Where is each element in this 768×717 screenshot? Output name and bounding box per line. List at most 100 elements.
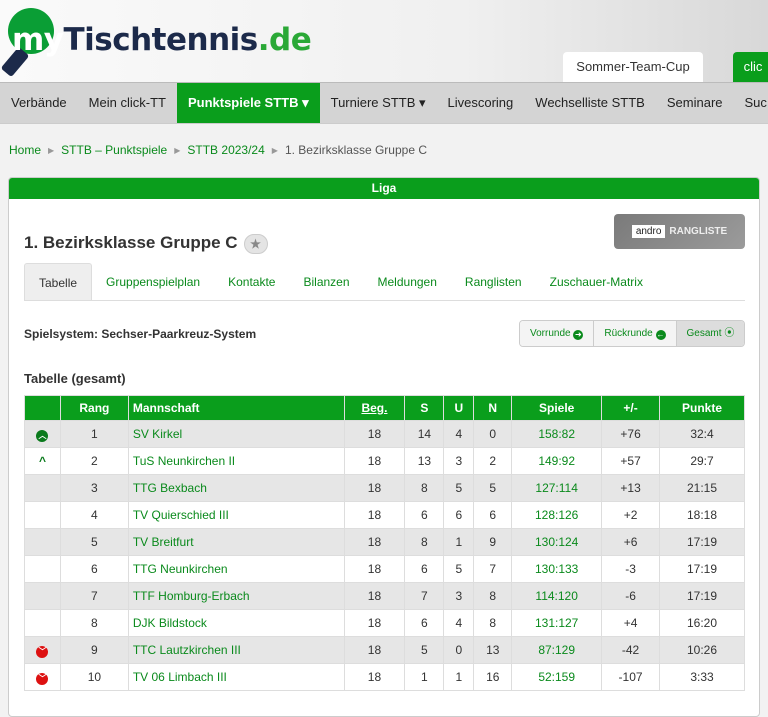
- cell-spiele[interactable]: 87:129: [512, 637, 602, 664]
- cell-beg: 18: [344, 637, 405, 664]
- logo-my: my: [12, 22, 64, 58]
- promotion-icon: ︿: [36, 430, 48, 442]
- logo-tischtennis: Tischtennis: [64, 22, 258, 58]
- status-cell: [25, 502, 61, 529]
- cell-n: 6: [474, 502, 512, 529]
- status-cell: ﹀: [25, 664, 61, 691]
- cell-spiele[interactable]: 130:133: [512, 556, 602, 583]
- nav-verbaende[interactable]: Verbände: [0, 83, 78, 123]
- status-cell: ︿: [25, 421, 61, 448]
- page-title: 1. Bezirksklasse Gruppe C★: [24, 233, 268, 254]
- cell-s: 8: [405, 529, 444, 556]
- cell-s: 1: [405, 664, 444, 691]
- cell-punkte: 18:18: [660, 502, 745, 529]
- table-title: Tabelle (gesamt): [24, 371, 126, 386]
- cell-u: 1: [444, 664, 474, 691]
- cell-rang: 8: [60, 610, 128, 637]
- status-cell: ﹀: [25, 637, 61, 664]
- tab-ranglisten[interactable]: Ranglisten: [451, 263, 536, 300]
- relegation-down-icon: ﹀: [36, 673, 48, 685]
- andro-brand: andro: [632, 225, 666, 238]
- nav-turniere[interactable]: Turniere STTB ▾: [320, 83, 437, 123]
- cell-beg: 18: [344, 475, 405, 502]
- nav-livescoring[interactable]: Livescoring: [437, 83, 525, 123]
- cell-spiele[interactable]: 114:120: [512, 583, 602, 610]
- cell-spiele[interactable]: 149:92: [512, 448, 602, 475]
- spielsystem: Spielsystem: Sechser-Paarkreuz-System: [24, 327, 256, 341]
- cell-s: 14: [405, 421, 444, 448]
- cell-rang: 1: [60, 421, 128, 448]
- nav-mein-click-tt[interactable]: Mein click-TT: [78, 83, 177, 123]
- relegation-down-icon: ﹀: [36, 646, 48, 658]
- cell-team[interactable]: TTG Neunkirchen: [128, 556, 344, 583]
- tab-kontakte[interactable]: Kontakte: [214, 263, 289, 300]
- vorrunde-button[interactable]: Vorrunde ➜: [520, 321, 594, 346]
- cell-n: 0: [474, 421, 512, 448]
- tab-bilanzen[interactable]: Bilanzen: [289, 263, 363, 300]
- cell-beg: 18: [344, 529, 405, 556]
- col-unentschieden: U: [444, 396, 474, 421]
- cell-punkte: 21:15: [660, 475, 745, 502]
- cell-diff: +6: [602, 529, 660, 556]
- chevron-up-icon: ^: [39, 454, 46, 468]
- cell-beg: 18: [344, 583, 405, 610]
- nav-suche[interactable]: Suc: [734, 83, 768, 123]
- cell-team[interactable]: TTC Lautzkirchen III: [128, 637, 344, 664]
- tab-click-tt[interactable]: clic: [733, 52, 768, 82]
- site-logo[interactable]: myTischtennis.de: [8, 8, 307, 72]
- cell-s: 13: [405, 448, 444, 475]
- cell-spiele[interactable]: 52:159: [512, 664, 602, 691]
- nav-seminare[interactable]: Seminare: [656, 83, 734, 123]
- tab-zuschauer-matrix[interactable]: Zuschauer-Matrix: [536, 263, 657, 300]
- crumb-punktspiele[interactable]: STTB – Punktspiele: [61, 143, 167, 157]
- cell-punkte: 17:19: [660, 529, 745, 556]
- tab-sommer-team-cup[interactable]: Sommer-Team-Cup: [563, 52, 703, 82]
- cell-team[interactable]: TTG Bexbach: [128, 475, 344, 502]
- round-selector: Vorrunde ➜ Rückrunde ← Gesamt ⦿: [519, 320, 745, 347]
- cell-n: 5: [474, 475, 512, 502]
- nav-wechselliste[interactable]: Wechselliste STTB: [524, 83, 656, 123]
- league-tabs: Tabelle Gruppenspielplan Kontakte Bilanz…: [24, 263, 745, 301]
- cell-spiele[interactable]: 131:127: [512, 610, 602, 637]
- cell-team[interactable]: TV Quierschied III: [128, 502, 344, 529]
- crumb-current: 1. Bezirksklasse Gruppe C: [285, 143, 427, 157]
- cell-diff: -3: [602, 556, 660, 583]
- nav-punktspiele[interactable]: Punktspiele STTB ▾: [177, 83, 320, 123]
- tab-meldungen[interactable]: Meldungen: [364, 263, 451, 300]
- gesamt-button[interactable]: Gesamt ⦿: [677, 321, 745, 346]
- cell-spiele[interactable]: 130:124: [512, 529, 602, 556]
- breadcrumb: Home▶STTB – Punktspiele▶STTB 2023/24▶1. …: [9, 143, 427, 157]
- arrow-right-icon: ➜: [573, 330, 583, 340]
- cell-team[interactable]: TV 06 Limbach III: [128, 664, 344, 691]
- cell-u: 4: [444, 421, 474, 448]
- cell-rang: 5: [60, 529, 128, 556]
- status-cell: [25, 529, 61, 556]
- cell-team[interactable]: DJK Bildstock: [128, 610, 344, 637]
- cell-team[interactable]: TTF Homburg-Erbach: [128, 583, 344, 610]
- cell-team[interactable]: TV Breitfurt: [128, 529, 344, 556]
- cell-n: 16: [474, 664, 512, 691]
- favorite-star-icon[interactable]: ★: [244, 234, 268, 254]
- crumb-season[interactable]: STTB 2023/24: [187, 143, 264, 157]
- tab-tabelle[interactable]: Tabelle: [24, 263, 92, 300]
- crumb-home[interactable]: Home: [9, 143, 41, 157]
- cell-team[interactable]: SV Kirkel: [128, 421, 344, 448]
- cell-spiele[interactable]: 128:126: [512, 502, 602, 529]
- cell-n: 8: [474, 583, 512, 610]
- cell-team[interactable]: TuS Neunkirchen II: [128, 448, 344, 475]
- arrow-left-icon: ←: [656, 330, 666, 340]
- cell-spiele[interactable]: 127:114: [512, 475, 602, 502]
- cell-spiele[interactable]: 158:82: [512, 421, 602, 448]
- cell-rang: 3: [60, 475, 128, 502]
- cell-diff: +4: [602, 610, 660, 637]
- rueckrunde-button[interactable]: Rückrunde ←: [594, 321, 676, 346]
- col-mannschaft: Mannschaft: [128, 396, 344, 421]
- tab-gruppenspielplan[interactable]: Gruppenspielplan: [92, 263, 214, 300]
- cell-s: 8: [405, 475, 444, 502]
